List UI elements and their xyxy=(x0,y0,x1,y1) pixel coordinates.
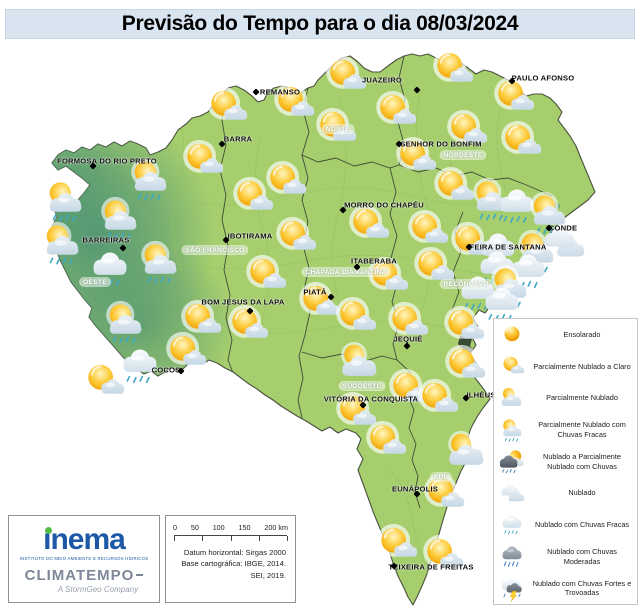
legend-icon-ncm xyxy=(494,543,530,570)
city-label: ILHÉUS xyxy=(466,390,496,400)
inema-green-dot-icon xyxy=(45,526,53,534)
scale-datum-box: 0 50 100 150 200 km Datum horizontal: Sirgas… xyxy=(165,515,296,603)
legend-row: Nublado com Chuvas Fracas xyxy=(494,509,637,541)
legend-icon-npn xyxy=(494,448,530,475)
legend-icon-scr xyxy=(494,416,530,443)
scale-tick-label: 200 km xyxy=(264,523,288,532)
datum-line: Datum horizontal: Sirgas 2000 xyxy=(183,548,286,557)
logo-box: ınema INSTITUTO DO MEIO AMBIENTE E RECUR… xyxy=(8,515,160,603)
legend-label: Parcialmente Nublado a Claro xyxy=(533,361,631,371)
climatempo-tagline: A StormGeo Company xyxy=(57,584,139,594)
legend-label: Parcialmente Nublado xyxy=(546,393,618,403)
region-label: SÃO FRANCISCO xyxy=(181,245,249,255)
legend-row: Parcialmente Nublado xyxy=(494,382,637,414)
city-label: TEIXEIRA DE FREITAS xyxy=(388,562,474,572)
region-label: RECÔNCAVO xyxy=(439,279,493,289)
legend-row: Nublado xyxy=(494,477,637,509)
scale-tick-label: 100 xyxy=(212,523,225,532)
scale-tick-label: 150 xyxy=(238,523,251,532)
city-label: COCOS xyxy=(151,365,181,375)
legend-icon-ncf xyxy=(494,511,530,538)
city-label: BARRA xyxy=(223,134,253,144)
datum-line: Base cartográfica: IBGE, 2014. xyxy=(181,559,286,569)
city-label: REMANSO xyxy=(259,87,301,97)
legend-label: Nublado com Chuvas Fracas xyxy=(534,520,630,530)
title-bar: Previsão do Tempo para o dia 08/03/2024 xyxy=(5,9,635,39)
city-label: EUNÁPOLIS xyxy=(391,484,439,494)
scale-tick-label: 0 xyxy=(173,523,177,532)
scale-ruler-tick xyxy=(230,536,232,541)
city-label: PAULO AFONSO xyxy=(511,73,575,83)
legend-icon-nub xyxy=(494,480,530,507)
legend-row: Nublado com Chuvas Moderadas xyxy=(494,541,637,573)
city-label: SENHOR DO BONFIM xyxy=(400,139,482,149)
scale-ruler-tick xyxy=(202,536,204,541)
scale-labels: 0 50 100 150 200 km xyxy=(172,523,289,532)
legend-icon-nct xyxy=(494,575,530,602)
legend-row: Nublado com Chuvas Fortes e Trovoadas xyxy=(494,572,637,604)
region-label: SUDOESTE xyxy=(338,381,386,391)
scale-ruler-tick xyxy=(258,536,260,541)
datum-line: SEI, 2019. xyxy=(250,570,286,580)
legend-label: Nublado com Chuvas Fortes e Trovoadas xyxy=(532,578,632,598)
legend-row: Parcialmente Nublado com Chuvas Fracas xyxy=(494,414,637,446)
legend-icon-psc xyxy=(494,353,530,380)
region-label: NORDESTE xyxy=(439,150,487,160)
city-label: CONDE xyxy=(548,223,578,233)
datum-info: Datum horizontal: Sirgas 2000 Base cartog… xyxy=(172,547,289,581)
city-label: VITÓRIA DA CONQUISTA xyxy=(323,394,419,404)
scale-tick-label: 50 xyxy=(190,523,199,532)
city-label: BOM JESUS DA LAPA xyxy=(201,297,285,307)
legend-label: Nublado com Chuvas Moderadas xyxy=(547,547,617,566)
climatempo-wordmark: CLIMATEMPO xyxy=(24,566,135,584)
scale-ruler-tick xyxy=(287,536,288,541)
scale-ruler xyxy=(174,535,288,542)
city-label: IBOTIRAMA xyxy=(227,231,273,241)
region-label: OESTE xyxy=(79,277,111,287)
climatempo-dash-icon xyxy=(136,573,144,576)
city-label: PIATÁ xyxy=(303,287,327,297)
city-label: FORMOSA DO RIO PRETO xyxy=(57,156,157,166)
legend-row: Nublado a Parcialmente Nublado com Chuva… xyxy=(494,446,637,478)
legend-label: Nublado xyxy=(568,488,596,498)
region-label: NORTE xyxy=(321,124,355,134)
inema-logo: ınema xyxy=(43,522,126,556)
legend-label: Parcialmente Nublado com Chuvas Fracas xyxy=(538,420,626,439)
city-label: BARREIRAS xyxy=(82,235,130,245)
city-label: MORRO DO CHAPÉU xyxy=(344,200,424,210)
legend-panel: Ensolarado Parcialmente Nublado a Claro Pa… xyxy=(493,318,638,605)
inema-wordmark: ınema xyxy=(43,522,126,556)
legend-row: Parcialmente Nublado a Claro xyxy=(494,351,637,383)
legend-label: Nublado a Parcialmente Nublado com Chuva… xyxy=(543,452,621,471)
city-label: JEQUIÉ xyxy=(393,334,423,344)
page-title: Previsão do Tempo para o dia 08/03/2024 xyxy=(121,12,519,35)
region-label: CHAPADA DIAMANTINA xyxy=(301,267,391,277)
legend-row: Ensolarado xyxy=(494,319,637,351)
inema-subtitle: INSTITUTO DO MEIO AMBIENTE E RECURSOS HÍ… xyxy=(19,555,149,561)
region-label: SUL xyxy=(429,472,453,482)
climatempo-logo: CLIMATEMPO xyxy=(25,568,144,583)
city-label: JUAZEIRO xyxy=(362,75,402,85)
city-label: FEIRA DE SANTANA xyxy=(469,242,547,252)
legend-icon-pn xyxy=(494,385,530,412)
scale-ruler-tick xyxy=(174,536,175,541)
legend-icon-sun xyxy=(494,321,530,348)
legend-label: Ensolarado xyxy=(563,330,601,340)
